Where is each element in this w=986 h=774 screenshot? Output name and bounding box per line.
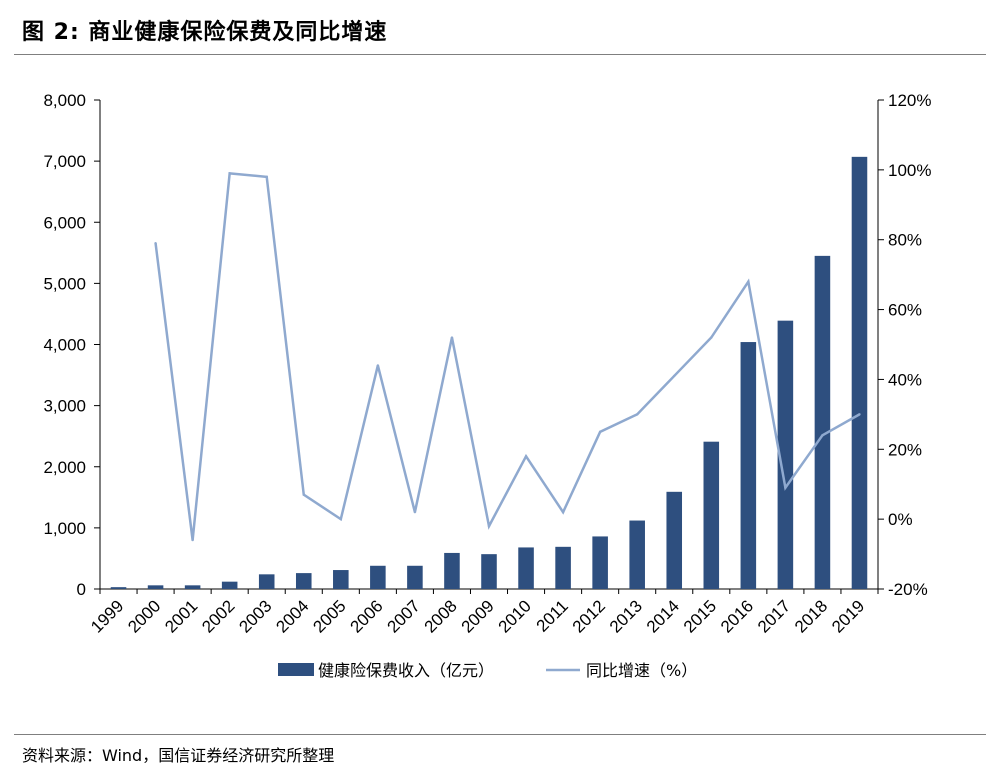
legend-line-label: 同比增速（%）: [586, 661, 697, 680]
left-tick-label: 2,000: [43, 458, 86, 477]
line-point: [710, 336, 713, 339]
left-tick-label: 0: [77, 580, 86, 599]
line-point: [673, 374, 676, 378]
line-point: [376, 364, 380, 367]
right-y-axis: -20% 0% 20% 40% 60% 80% 100% 120%: [877, 91, 931, 599]
x-tick-label: 2006: [347, 596, 387, 636]
growth-line: [154, 171, 861, 541]
right-tick-label: 120%: [888, 91, 931, 110]
bar: [184, 585, 201, 589]
x-tick-label: 2000: [124, 596, 164, 636]
line-point: [228, 172, 231, 175]
line-point: [635, 413, 639, 416]
x-tick-label: 2016: [717, 596, 757, 636]
right-tick-label: -20%: [888, 580, 928, 599]
right-tick-label: 60%: [888, 301, 922, 320]
x-tick-label: 2012: [569, 596, 609, 636]
line-point: [784, 486, 787, 489]
x-tick-label: 2005: [309, 596, 349, 636]
line-point: [154, 242, 157, 245]
bar: [295, 573, 312, 589]
bar: [851, 156, 868, 589]
x-tick-label: 2011: [533, 596, 572, 635]
right-tick-label: 80%: [888, 231, 922, 250]
left-tick-label: 3,000: [43, 397, 86, 416]
x-tick-label: 2001: [161, 596, 201, 636]
bar: [703, 441, 720, 589]
x-tick-label: 2019: [828, 596, 868, 636]
line-point: [339, 517, 343, 521]
figure-header: 图 2: 商业健康保险保费及同比增速: [0, 0, 986, 56]
bar: [370, 565, 386, 589]
line-point: [561, 510, 565, 514]
line-point: [413, 510, 417, 514]
left-tick-label: 4,000: [43, 336, 86, 355]
source-divider: [14, 734, 986, 735]
bar: [555, 546, 571, 589]
bar: [444, 552, 460, 589]
x-tick-label: 2004: [272, 596, 312, 636]
bar: [110, 587, 127, 589]
line-point: [265, 175, 268, 179]
x-tick-label: 2018: [791, 596, 831, 636]
legend-bar-swatch: [278, 663, 314, 676]
bar: [407, 565, 423, 589]
bar: [258, 574, 275, 589]
x-tick-label: 2014: [643, 596, 683, 636]
bar: [740, 342, 757, 589]
x-tick-label: 2017: [754, 596, 794, 636]
line-point: [747, 280, 750, 283]
bar: [518, 547, 534, 589]
x-tick-label: 2003: [235, 596, 275, 636]
bar: [592, 536, 608, 589]
x-tick-label: 2013: [606, 596, 646, 636]
x-axis: 1999200020012002200320042005200620072008…: [87, 588, 879, 637]
left-tick-label: 7,000: [43, 152, 86, 171]
right-tick-label: 20%: [888, 440, 922, 459]
right-tick-label: 40%: [888, 370, 922, 389]
x-tick-label: 2015: [680, 596, 720, 636]
bar: [147, 585, 164, 589]
line-point: [524, 455, 528, 458]
source-note: 资料来源：Wind，国信证券经济研究所整理: [22, 746, 335, 765]
line-series: [154, 171, 861, 542]
bar: [481, 554, 497, 589]
x-tick-label: 2009: [458, 596, 498, 636]
left-tick-label: 8,000: [43, 91, 86, 110]
left-tick-label: 1,000: [43, 519, 86, 538]
line-point: [191, 538, 194, 542]
bar: [333, 570, 349, 589]
bar-series: [110, 156, 868, 589]
x-tick-label: 1999: [87, 596, 127, 636]
line-point: [487, 524, 491, 528]
bar: [666, 491, 683, 589]
line-point: [858, 413, 861, 416]
x-tick-label: 2008: [421, 596, 461, 636]
legend-bar-label: 健康险保费收入（亿元）: [318, 661, 494, 680]
bar: [629, 520, 645, 589]
legend: 健康险保费收入（亿元） 同比增速（%）: [278, 661, 697, 680]
combo-chart: 0 1,000 2,000 3,000 4,000 5,000 6,000 7,000 8,00…: [43, 91, 931, 680]
figure-title: 图 2: 商业健康保险保费及同比增速: [22, 20, 388, 45]
title-divider: [14, 54, 986, 55]
left-tick-label: 5,000: [43, 274, 86, 293]
x-tick-label: 2002: [198, 596, 238, 636]
right-tick-label: 0%: [888, 510, 913, 529]
line-point: [821, 434, 824, 437]
left-tick-label: 6,000: [43, 213, 86, 232]
x-tick-label: 2010: [495, 596, 535, 636]
line-point: [450, 336, 454, 339]
left-y-axis: 0 1,000 2,000 3,000 4,000 5,000 6,000 7,000 8,00…: [43, 91, 101, 599]
bar: [814, 255, 831, 589]
right-tick-label: 100%: [888, 161, 931, 180]
x-tick-label: 2007: [384, 596, 424, 636]
line-point: [598, 430, 602, 434]
bar: [221, 581, 238, 589]
line-point: [302, 493, 305, 496]
bar: [777, 320, 794, 589]
